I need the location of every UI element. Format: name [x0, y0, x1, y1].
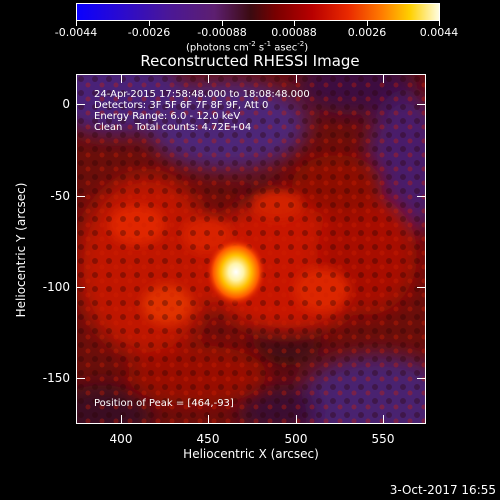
detectors-label: Detectors: 3F 5F 6F 7F 8F 9F, Att 0 [94, 100, 269, 111]
colorbar-tick [367, 21, 368, 26]
flare-source [206, 238, 266, 306]
x-tick-mark [208, 415, 209, 423]
colorbar-label: -0.0044 [54, 26, 98, 39]
peak-position-label: Position of Peak = [464,-93] [94, 398, 234, 409]
colorbar-tick [439, 21, 440, 26]
x-tick-mark [383, 75, 384, 83]
clean-counts-label: Clean Total counts: 4.72E+04 [94, 122, 252, 133]
y-tick-mark [417, 378, 425, 379]
colorbar-units: (photons cm-2 s-1 asec-2) [186, 40, 309, 54]
time-range-label: 24-Apr-2015 17:58:48.000 to 18:08:48.000 [94, 89, 310, 100]
colorbar-label: 0.00088 [271, 26, 317, 39]
colorbar [76, 3, 440, 21]
y-tick-mark [77, 378, 85, 379]
y-tick-mark [77, 287, 85, 288]
x-tick-mark [121, 415, 122, 423]
y-tick-mark [77, 104, 85, 105]
image-map [77, 75, 425, 423]
x-tick-label: 500 [284, 432, 308, 446]
x-tick-mark [121, 75, 122, 83]
colorbar-tick [76, 21, 77, 26]
colorbar-label: 0.0026 [347, 26, 387, 39]
y-tick-label: -100 [42, 280, 70, 294]
colorbar-label: 0.0044 [419, 26, 459, 39]
y-tick-mark [417, 287, 425, 288]
rhessi-image: 24-Apr-2015 17:58:48.000 to 18:08:48.000… [76, 74, 426, 424]
y-tick-mark [417, 196, 425, 197]
y-tick-mark [77, 196, 85, 197]
y-tick-label: -50 [50, 189, 70, 203]
x-tick-label: 550 [371, 432, 395, 446]
x-tick-mark [383, 415, 384, 423]
colorbar-tick [149, 21, 150, 26]
colorbar-tick [222, 21, 223, 26]
timestamp: 3-Oct-2017 16:55 [389, 483, 496, 497]
x-tick-mark [296, 415, 297, 423]
y-tick-mark [417, 104, 425, 105]
y-tick-label: 0 [62, 97, 70, 111]
x-tick-label: 450 [196, 432, 220, 446]
y-axis-label: Heliocentric Y (arcsec) [14, 182, 28, 318]
colorbar-label: -0.0026 [127, 26, 171, 39]
x-tick-label: 400 [109, 432, 133, 446]
y-tick-label: -150 [42, 371, 70, 385]
colorbar-label: -0.00088 [197, 26, 247, 39]
x-tick-mark [208, 75, 209, 83]
image-title: Reconstructed RHESSI Image [140, 52, 360, 70]
colorbar-tick [294, 21, 295, 26]
x-axis-label: Heliocentric X (arcsec) [183, 447, 319, 461]
energy-range-label: Energy Range: 6.0 - 12.0 keV [94, 111, 241, 122]
x-tick-mark [296, 75, 297, 83]
